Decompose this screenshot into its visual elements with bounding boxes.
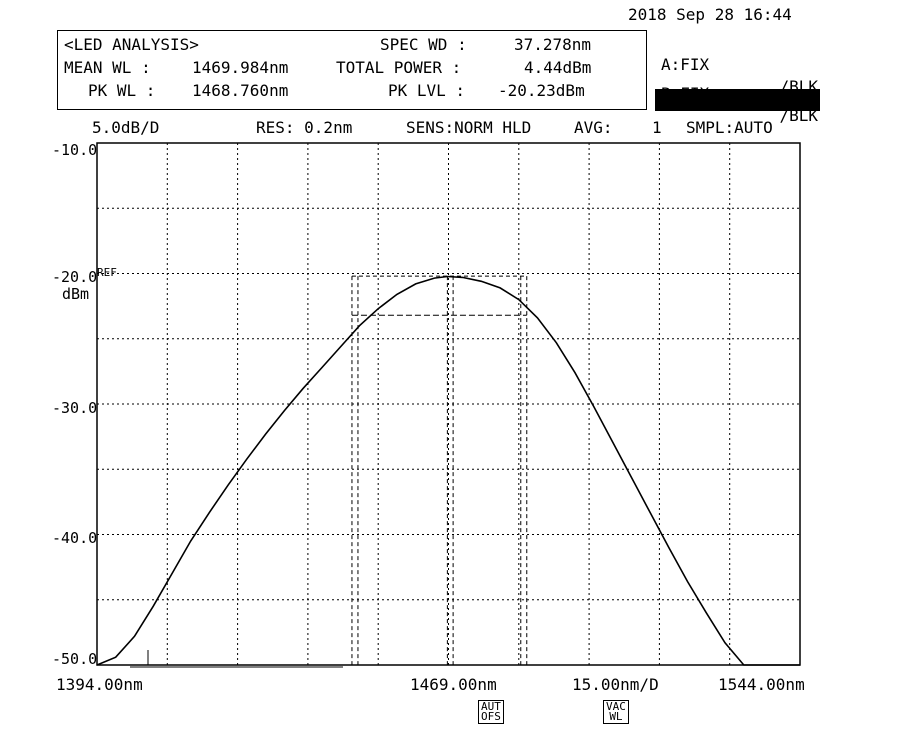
spec-width-annotation xyxy=(351,275,528,665)
x-stop-label: 1544.00nm xyxy=(718,675,805,694)
y-tick-label-minus-30: -30.0 xyxy=(52,399,98,417)
mean-wl-value: 1469.984nm xyxy=(192,58,289,77)
auto-offset-line-2: OFS xyxy=(481,710,501,723)
y-tick-label-minus-50: -50.0 xyxy=(52,650,98,668)
pk-lvl-label: PK LVL : xyxy=(388,81,466,100)
trace-a-name: A:FIX xyxy=(661,55,710,74)
analysis-title: <LED ANALYSIS> xyxy=(64,35,199,54)
plot-frame xyxy=(96,142,801,666)
smpl-setting: SMPL:AUTO xyxy=(686,118,773,137)
y-tick-label-minus-10: -10.0 xyxy=(52,141,98,159)
x-start-label: 1394.00nm xyxy=(56,675,143,694)
trace-c-name: C:WRITE xyxy=(661,112,729,131)
sens-setting: SENS:NORM HLD xyxy=(406,118,532,137)
y-tick-label-minus-40: -40.0 xyxy=(52,529,98,547)
ref-marker: REF xyxy=(97,266,117,279)
total-power-value: 4.44dBm xyxy=(524,58,592,77)
res-setting: RES: 0.2nm xyxy=(256,118,353,137)
pk-wl-value: 1468.760nm xyxy=(192,81,289,100)
vac-wl-line-2: WL xyxy=(609,710,623,723)
x-center-label: 1469.00nm xyxy=(410,675,497,694)
trace-status-panel: A:FIX /BLK B:FIX /BLK C:WRITE /DSP xyxy=(655,30,820,153)
trace-c-status[interactable]: C:WRITE /DSP xyxy=(655,89,820,153)
datetime: 2018 Sep 28 16:44 xyxy=(628,5,792,24)
mean-wl-label: MEAN WL : xyxy=(64,58,151,77)
avg-value: 1 xyxy=(652,118,662,137)
pk-lvl-value: -20.23dBm xyxy=(498,81,585,100)
grid xyxy=(97,143,800,665)
scale-setting: 5.0dB/D xyxy=(92,118,160,137)
vac-wl-line-1: VAC xyxy=(606,700,626,713)
auto-offset-line-1: AUT xyxy=(481,700,501,713)
analysis-results-box: <LED ANALYSIS> MEAN WL : 1469.984nm PK W… xyxy=(57,30,647,110)
spec-wd-value: 37.278nm xyxy=(514,35,592,54)
avg-label: AVG: xyxy=(574,118,613,137)
vac-wl-indicator: VAC WL xyxy=(603,700,629,724)
y-unit-label: dBm xyxy=(62,285,90,303)
spec-wd-label: SPEC WD : xyxy=(380,35,467,54)
pk-wl-label: PK WL : xyxy=(88,81,156,100)
total-power-label: TOTAL POWER : xyxy=(336,58,462,77)
y-tick-label-minus-20: -20.0 xyxy=(52,268,98,286)
x-span-label: 15.00nm/D xyxy=(572,675,659,694)
auto-offset-indicator: AUT OFS xyxy=(478,700,504,724)
spectrum-trace xyxy=(96,275,800,666)
